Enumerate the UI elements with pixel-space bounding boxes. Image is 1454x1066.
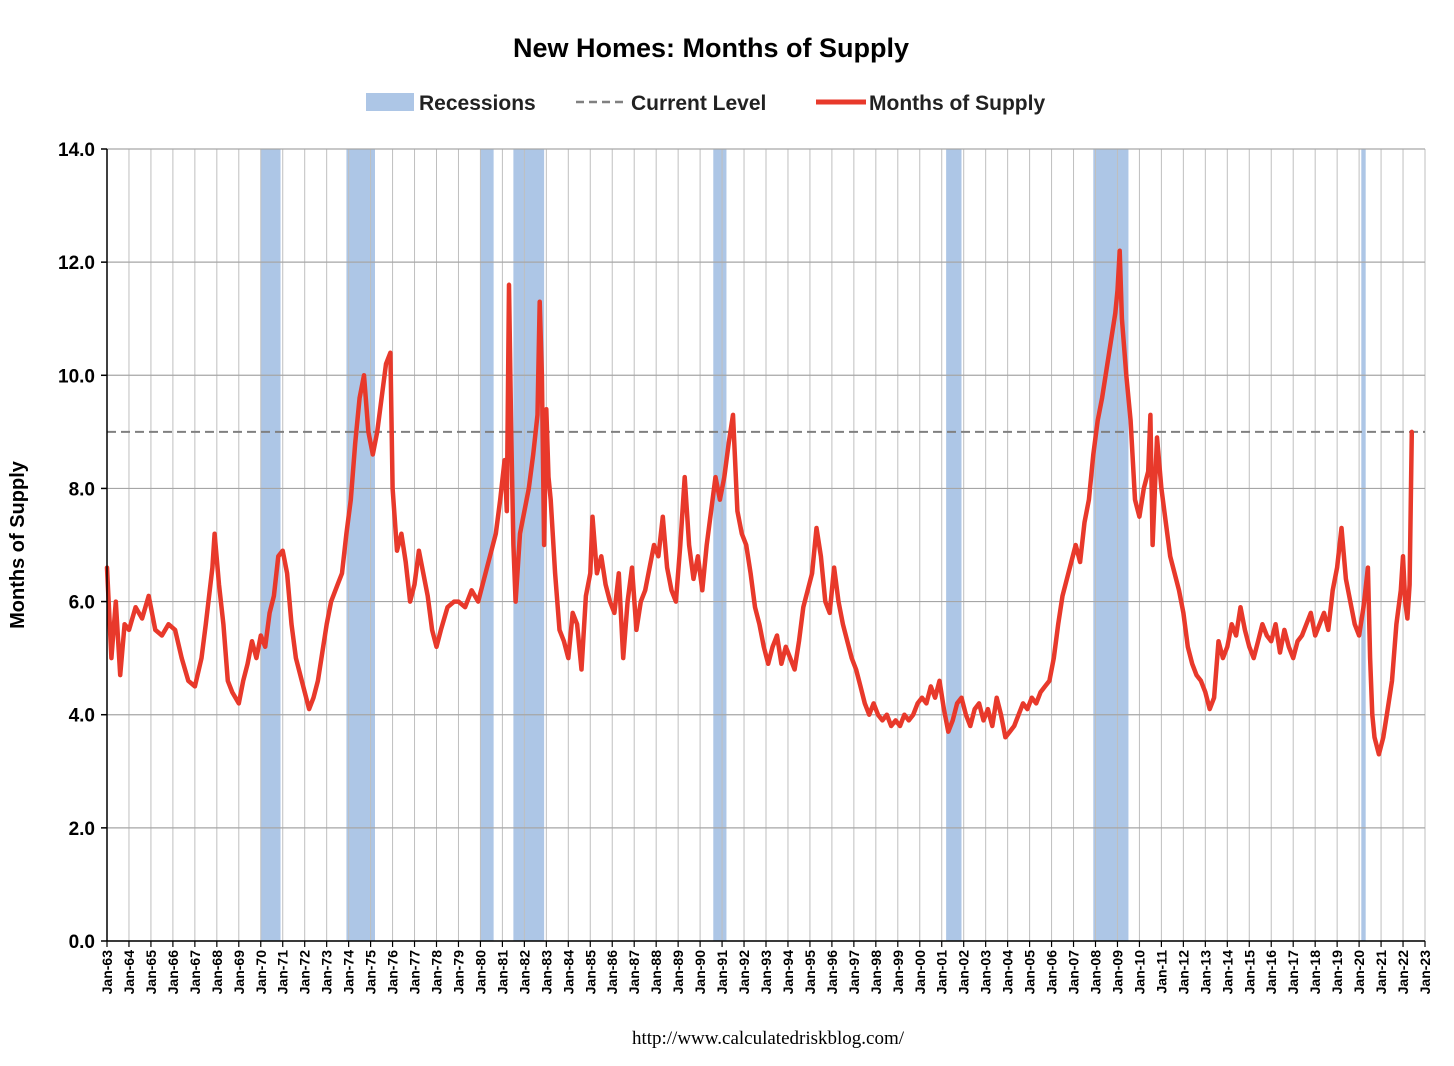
x-tick-label-49: Jan-12	[1175, 950, 1191, 995]
x-tick-label-17: Jan-80	[472, 950, 488, 995]
x-tick-label-8: Jan-71	[275, 950, 291, 995]
y-tick-label-7: 14.0	[58, 140, 95, 161]
legend: Recessions Current Level Months of Suppl…	[366, 92, 1045, 115]
recession-band-2	[480, 149, 494, 941]
x-tick-label-25: Jan-88	[648, 950, 664, 995]
x-tick-label-27: Jan-90	[692, 950, 708, 995]
x-tick-label-13: Jan-76	[385, 950, 401, 995]
x-tick-label-19: Jan-82	[516, 950, 532, 995]
x-tick-label-52: Jan-15	[1241, 950, 1257, 995]
x-tick-label-16: Jan-79	[450, 950, 466, 995]
x-tick-label-10: Jan-73	[319, 950, 335, 995]
x-tick-label-41: Jan-04	[1000, 950, 1016, 995]
x-tick-label-48: Jan-11	[1153, 950, 1169, 994]
x-tick-label-59: Jan-22	[1395, 950, 1411, 995]
legend-recessions-label: Recessions	[419, 92, 536, 115]
x-tick-label-58: Jan-21	[1373, 950, 1389, 995]
legend-current-label: Current Level	[631, 92, 766, 115]
x-tick-label-46: Jan-09	[1109, 950, 1125, 995]
x-tick-label-6: Jan-69	[231, 950, 247, 995]
legend-recessions-swatch	[366, 93, 414, 111]
x-tick-label-28: Jan-91	[714, 950, 730, 995]
x-tick-label-9: Jan-72	[297, 950, 313, 995]
x-tick-label-2: Jan-65	[143, 950, 159, 995]
y-axis-label: Months of Supply	[7, 460, 29, 629]
x-tick-label-5: Jan-68	[209, 950, 225, 995]
chart-title: New Homes: Months of Supply	[513, 33, 909, 63]
x-tick-label-43: Jan-06	[1044, 950, 1060, 995]
x-tick-label-36: Jan-99	[890, 950, 906, 995]
x-tick-label-34: Jan-97	[846, 950, 862, 995]
x-tick-label-1: Jan-64	[121, 950, 137, 995]
y-tick-label-1: 2.0	[69, 819, 95, 840]
series-line-months-of-supply	[104, 248, 1415, 757]
recession-band-0	[260, 149, 281, 941]
x-tick-label-35: Jan-98	[868, 950, 884, 995]
x-tick-label-22: Jan-85	[582, 950, 598, 995]
recession-band-4	[713, 149, 727, 941]
x-tick-label-12: Jan-75	[363, 950, 379, 995]
x-tick-label-20: Jan-83	[538, 950, 554, 995]
x-tick-label-29: Jan-92	[736, 950, 752, 995]
x-tick-label-38: Jan-01	[934, 950, 950, 995]
x-tick-label-7: Jan-70	[253, 950, 269, 995]
source-url: http://www.calculatedriskblog.com/	[632, 1028, 905, 1049]
x-tick-label-21: Jan-84	[560, 950, 576, 995]
x-tick-label-4: Jan-67	[187, 950, 203, 995]
y-tick-label-4: 8.0	[69, 479, 95, 500]
x-tick-label-40: Jan-03	[978, 950, 994, 995]
x-tick-label-26: Jan-89	[670, 950, 686, 995]
x-tick-label-3: Jan-66	[165, 950, 181, 995]
x-tick-label-50: Jan-13	[1197, 950, 1213, 995]
recession-band-5	[946, 149, 962, 941]
x-tick-label-60: Jan-23	[1417, 950, 1433, 995]
x-tick-label-54: Jan-17	[1285, 950, 1301, 995]
x-tick-label-24: Jan-87	[626, 950, 642, 995]
x-tick-label-55: Jan-18	[1307, 950, 1323, 995]
x-tick-label-57: Jan-20	[1351, 950, 1367, 995]
x-tick-label-23: Jan-86	[604, 950, 620, 995]
recession-band-6	[1093, 149, 1129, 941]
x-tick-label-11: Jan-74	[341, 950, 357, 995]
x-tick-label-42: Jan-05	[1022, 950, 1038, 995]
x-tick-label-32: Jan-95	[802, 950, 818, 995]
y-tick-label-6: 12.0	[58, 253, 95, 274]
x-tick-label-30: Jan-93	[758, 950, 774, 995]
gridlines	[106, 148, 1426, 942]
x-tick-label-0: Jan-63	[99, 950, 115, 995]
x-tick-label-44: Jan-07	[1066, 950, 1082, 995]
x-tick-label-33: Jan-96	[824, 950, 840, 995]
y-tick-label-0: 0.0	[69, 932, 95, 953]
x-tick-label-47: Jan-10	[1131, 950, 1147, 995]
x-tick-label-14: Jan-77	[407, 950, 423, 995]
y-tick-labels: 0.0 2.0 4.0 6.0 8.0 10.0 12.0 14.0	[58, 140, 107, 953]
y-tick-label-5: 10.0	[58, 366, 95, 387]
x-tick-label-31: Jan-94	[780, 950, 796, 995]
x-tick-label-45: Jan-08	[1088, 950, 1104, 995]
x-tick-label-18: Jan-81	[494, 950, 510, 995]
x-tick-label-56: Jan-19	[1329, 950, 1345, 995]
legend-series-label: Months of Supply	[869, 92, 1045, 115]
x-tick-labels: Jan-63 Jan-64 Jan-65 Jan-66 Jan-67 Jan-68 Jan-…	[99, 941, 1433, 994]
y-tick-label-2: 4.0	[69, 706, 95, 727]
x-tick-label-51: Jan-14	[1219, 950, 1235, 995]
x-tick-label-39: Jan-02	[956, 950, 972, 995]
x-tick-label-37: Jan-00	[912, 950, 928, 995]
y-tick-label-3: 6.0	[69, 593, 95, 614]
recession-band-7	[1361, 149, 1366, 941]
x-tick-label-53: Jan-16	[1263, 950, 1279, 995]
x-tick-label-15: Jan-78	[429, 950, 445, 995]
